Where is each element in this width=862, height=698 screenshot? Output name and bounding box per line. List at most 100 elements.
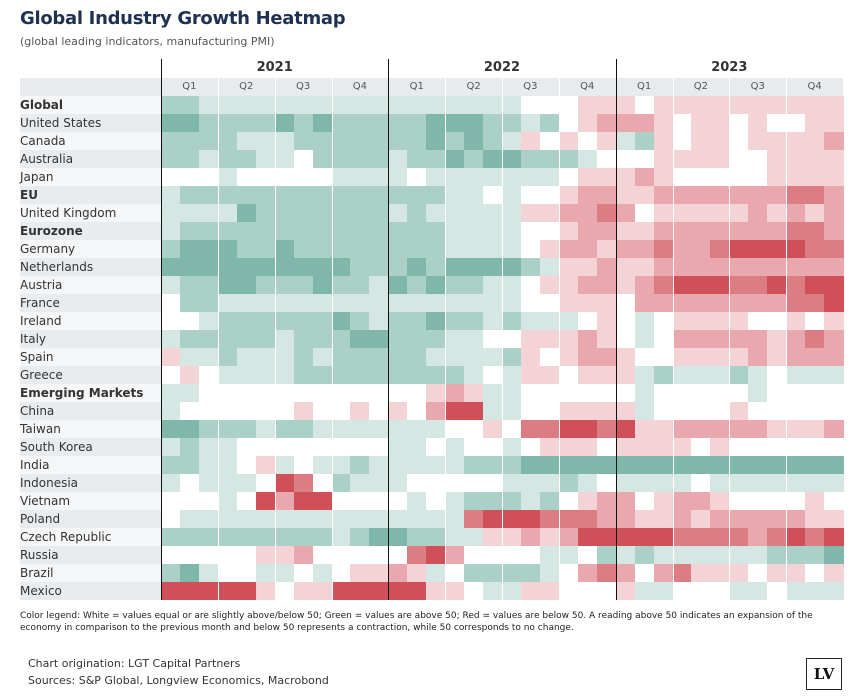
- heatmap-cell: [729, 276, 749, 294]
- heatmap-cell: [350, 528, 370, 546]
- row-label: Germany: [20, 242, 76, 256]
- heatmap-cell: [274, 366, 295, 384]
- heatmap-cell: [502, 528, 522, 546]
- heatmap-cell: [483, 366, 503, 384]
- heatmap-cell: [312, 240, 333, 258]
- heatmap-cell: [520, 240, 541, 258]
- heatmap-cell: [539, 492, 560, 510]
- heatmap-cell: [672, 222, 693, 240]
- heatmap-cell: [179, 96, 200, 114]
- heatmap-cell: [255, 240, 276, 258]
- heatmap-cell: [312, 420, 333, 438]
- heatmap-cell: [634, 384, 655, 402]
- heatmap-cell: [596, 564, 617, 582]
- heatmap-cell: [748, 330, 768, 348]
- heatmap-cell: [198, 168, 219, 186]
- heatmap-cell: [236, 114, 257, 132]
- heatmap-cell: [824, 366, 844, 384]
- heatmap-cell: [710, 96, 730, 114]
- lv-logo: LV: [806, 658, 842, 690]
- heatmap-cell: [672, 564, 693, 582]
- heatmap-cell: [483, 276, 503, 294]
- heatmap-cell: [767, 582, 787, 600]
- heatmap-cell: [274, 150, 295, 168]
- heatmap-cell: [312, 132, 333, 150]
- quarter-separator: [786, 78, 788, 600]
- heatmap-cell: [369, 348, 389, 366]
- heatmap-cell: [445, 366, 465, 384]
- heatmap-cell: [293, 132, 314, 150]
- heatmap-cell: [198, 564, 219, 582]
- heatmap-cell: [502, 258, 522, 276]
- heatmap-cell: [539, 276, 560, 294]
- heatmap-cell: [217, 510, 238, 528]
- heatmap-cell: [293, 150, 314, 168]
- heatmap-cell: [710, 420, 730, 438]
- heatmap-cell: [483, 312, 503, 330]
- heatmap-cell: [407, 402, 427, 420]
- heatmap-cell: [577, 438, 598, 456]
- heatmap-cell: [331, 438, 352, 456]
- heatmap-cell: [805, 456, 825, 474]
- heatmap-cell: [293, 402, 314, 420]
- heatmap-cell: [577, 240, 598, 258]
- heatmap-cell: [445, 582, 465, 600]
- heatmap-cell: [729, 546, 749, 564]
- heatmap-cell: [710, 294, 730, 312]
- heatmap-cell: [274, 294, 295, 312]
- heatmap-cell: [179, 258, 200, 276]
- heatmap-cell: [539, 438, 560, 456]
- heatmap-cell: [198, 402, 219, 420]
- heatmap-cell: [217, 474, 238, 492]
- heatmap-cell: [407, 420, 427, 438]
- heatmap-cell: [520, 510, 541, 528]
- heatmap-cell: [350, 294, 370, 312]
- heatmap-cell: [634, 132, 655, 150]
- heatmap-cell: [255, 474, 276, 492]
- heatmap-cell: [786, 186, 806, 204]
- heatmap-cell: [539, 114, 560, 132]
- heatmap-cell: [710, 438, 730, 456]
- heatmap-cell: [710, 222, 730, 240]
- heatmap-cell: [767, 96, 787, 114]
- heatmap-cell: [558, 492, 579, 510]
- heatmap-cell: [786, 366, 806, 384]
- heatmap-cell: [350, 168, 370, 186]
- heatmap-cell: [558, 438, 579, 456]
- heatmap-cell: [615, 546, 636, 564]
- heatmap-cell: [255, 492, 276, 510]
- heatmap-cell: [691, 348, 711, 366]
- heatmap-cell: [388, 528, 408, 546]
- heatmap-cell: [805, 348, 825, 366]
- heatmap-cell: [312, 492, 333, 510]
- heatmap-cell: [615, 258, 636, 276]
- heatmap-cell: [596, 186, 617, 204]
- heatmap-cell: [161, 96, 181, 114]
- heatmap-cell: [369, 564, 389, 582]
- heatmap-cell: [615, 366, 636, 384]
- heatmap-cell: [824, 456, 844, 474]
- heatmap-cell: [161, 546, 181, 564]
- heatmap-cell: [388, 204, 408, 222]
- heatmap-cell: [464, 582, 484, 600]
- heatmap-cell: [217, 114, 238, 132]
- heatmap-cell: [539, 474, 560, 492]
- heatmap-cell: [407, 114, 427, 132]
- heatmap-cell: [388, 276, 408, 294]
- heatmap-cell: [786, 240, 806, 258]
- heatmap-cell: [786, 456, 806, 474]
- heatmap-cell: [729, 258, 749, 276]
- heatmap-cell: [653, 222, 674, 240]
- heatmap-cell: [634, 312, 655, 330]
- heatmap-cell: [198, 204, 219, 222]
- heatmap-cell: [426, 96, 446, 114]
- heatmap-cell: [445, 294, 465, 312]
- heatmap-cell: [767, 258, 787, 276]
- heatmap-cell: [255, 276, 276, 294]
- heatmap-cell: [596, 474, 617, 492]
- heatmap-cell: [350, 258, 370, 276]
- heatmap-cell: [729, 114, 749, 132]
- heatmap-cell: [483, 258, 503, 276]
- heatmap-cell: [805, 420, 825, 438]
- heatmap-cell: [236, 546, 257, 564]
